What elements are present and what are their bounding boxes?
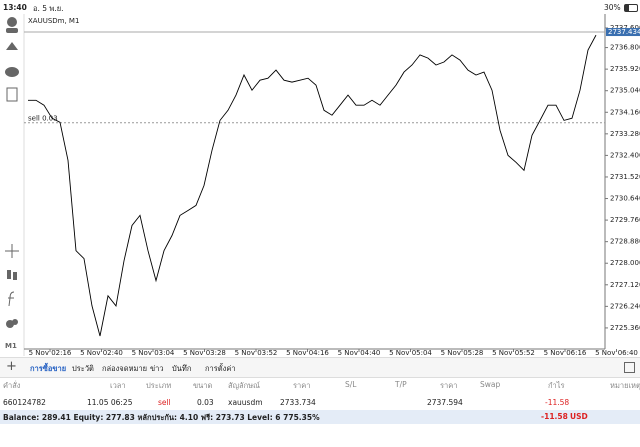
x-tick-label: 5 Nov 03:52 [235,349,278,356]
x-tick-label: 5 Nov 02:40 [80,349,123,356]
tab[interactable]: กล่องจดหมาย [102,364,148,373]
x-tick-label: 5 Nov 04:16 [286,349,329,356]
column-header: S/L [345,380,357,389]
summary-bar: Balance: 289.41 Equity: 277.83 หลักประกั… [0,410,640,424]
price-tag-label: 2737.434 [608,28,640,36]
x-tick-label: 5 Nov 05:52 [492,349,535,356]
x-tick-label: 5 Nov 05:04 [389,349,432,356]
x-tick-label: 5 Nov 06:16 [544,349,587,356]
y-tick-label: 2736.800 [610,44,640,52]
y-tick-label: 2737.600 [610,24,640,32]
column-header: เวลา [110,381,126,390]
cell-order: 660124782 [3,398,46,407]
y-tick-label: 2725.360 [610,324,640,332]
x-tick-label: 5 Nov 05:28 [441,349,484,356]
price-line-series [28,34,597,337]
column-header: ราคา [293,381,311,390]
column-header: สัญลักษณ์ [228,381,261,390]
x-tick-label: 5 Nov 04:40 [338,349,381,356]
y-tick-label: 2731.520 [610,173,640,181]
layout-button[interactable] [624,362,635,373]
cell-type: sell [158,398,171,407]
tab[interactable]: การตั้งค่า [205,364,236,373]
y-tick-label: 2733.280 [610,130,640,138]
add-button[interactable]: + [6,359,17,374]
timeframe[interactable]: M1 [5,342,17,350]
column-header: คำสั่ง [3,381,21,390]
status-time: 13:40 [3,3,27,12]
battery: 30% [604,3,621,12]
tab[interactable]: ข่าว [150,364,164,373]
cell-open-price: 2733.734 [280,398,316,407]
y-tick-label: 2727.120 [610,281,640,289]
cell-profit: -11.58 [545,398,570,407]
chart: M1 XAUUSDm, M1 2725.360 2726.240 2727.120 2… [5,14,640,356]
column-header: กำไร [548,381,565,390]
column-header: ขนาด [193,381,213,390]
column-header: ราคา [440,381,458,390]
cell-size: 0.03 [197,398,214,407]
column-header: Swap [480,380,501,389]
cell-symbol: xauusdm [228,398,263,407]
x-tick-label: 5 Nov 03:28 [183,349,226,356]
battery-icon [624,4,638,12]
column-header: ประเภท [146,381,172,390]
x-tick-label: 5 Nov 06:40 [595,349,638,356]
balance: Balance: 289.41 Equity: 277.83 หลักประกั… [3,413,320,422]
tab[interactable]: ประวัติ [72,364,94,373]
y-tick-label: 2728.880 [610,238,640,246]
x-tick-label: 5 Nov 03:04 [132,349,175,356]
left-toolbar[interactable] [5,17,19,328]
cell-price: 2737.594 [427,398,463,407]
y-tick-label: 2732.400 [610,151,640,159]
y-tick-label: 2730.640 [610,195,640,203]
x-tick-label: 5 Nov 02:16 [29,349,72,356]
price-tag [606,28,640,37]
y-tick-label: 2735.920 [610,65,640,73]
y-tick-label: 2726.240 [610,302,640,310]
y-tick-label: 2735.040 [610,87,640,95]
total-profit: -11.58 [541,412,568,421]
tab[interactable]: บันทึก [172,364,192,373]
tab-bar: + การซื้อขาย ประวัติ กล่องจดหมาย ข่าว บันทึก… [0,357,640,378]
currency: USD [570,412,588,421]
column-header: หมายเหตุ [610,381,640,390]
tab[interactable]: การซื้อขาย [30,364,67,373]
status-date: อ. 5 พ.ย. [33,4,64,13]
y-tick-label: 2734.160 [610,108,640,116]
column-header: T/P [395,380,407,389]
y-tick-label: 2728.000 [610,259,640,267]
y-tick-label: 2729.760 [610,216,640,224]
chart-title: XAUUSDm, M1 [28,17,79,25]
sell-line-label: sell 0.03 [28,115,58,123]
cell-time: 11.05 06:25 [87,398,133,407]
